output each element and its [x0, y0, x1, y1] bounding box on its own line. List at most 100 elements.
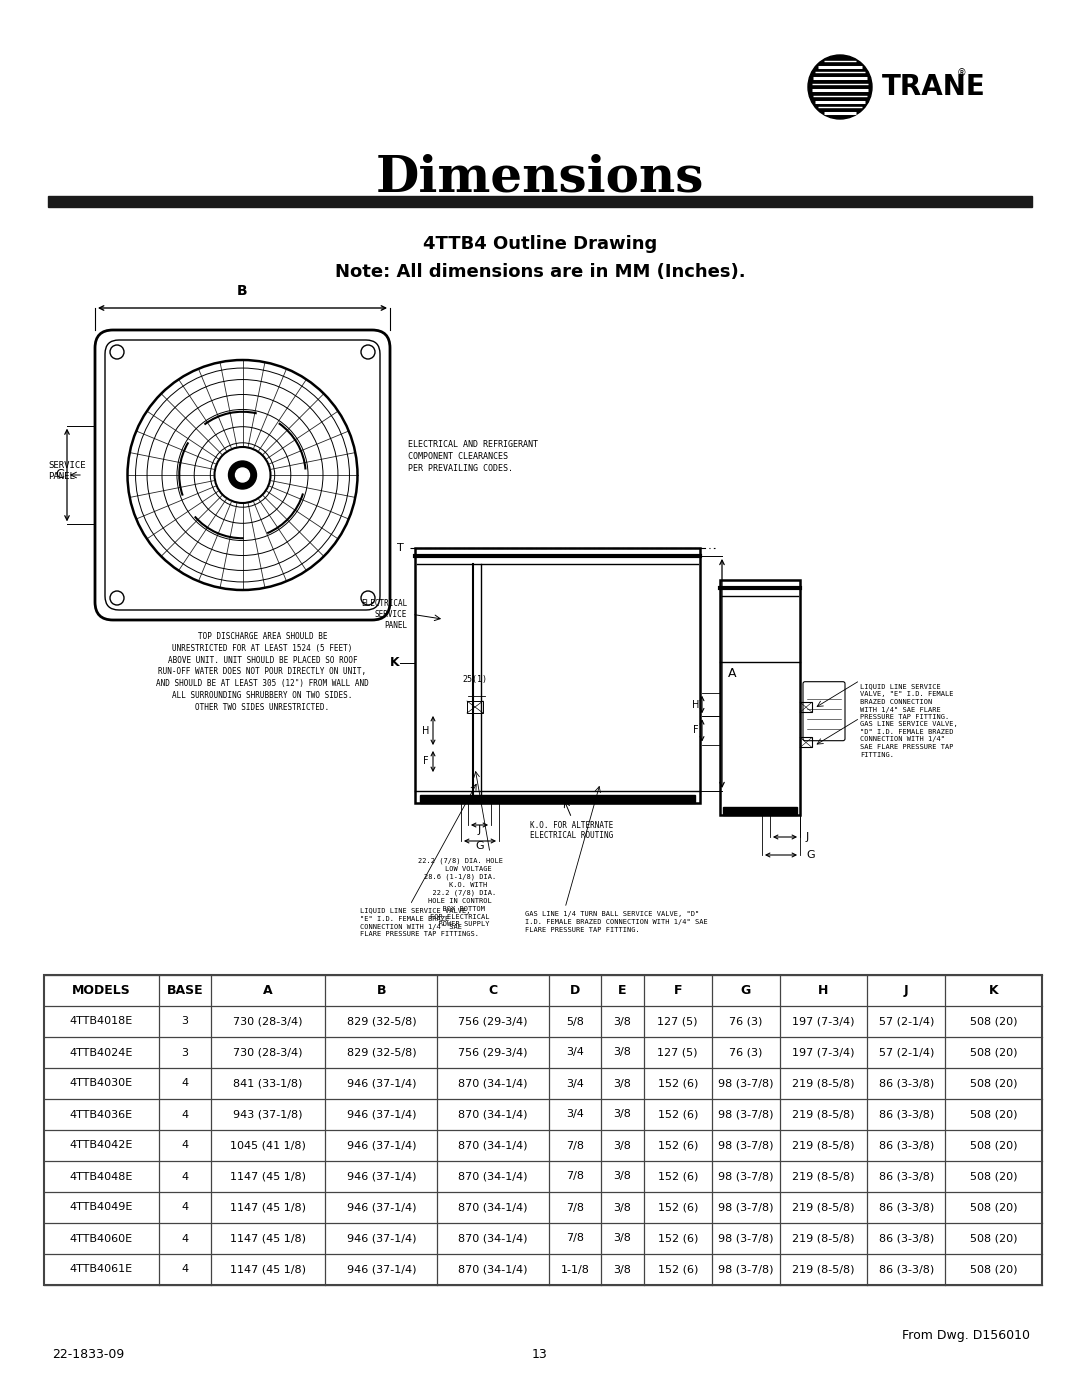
- Text: 3/8: 3/8: [613, 1203, 632, 1213]
- Text: 870 (34-1/4): 870 (34-1/4): [458, 1109, 528, 1119]
- Text: From Dwg. D156010: From Dwg. D156010: [902, 1329, 1030, 1341]
- Text: 1-1/8: 1-1/8: [561, 1264, 590, 1274]
- Text: B: B: [238, 284, 247, 298]
- Text: 152 (6): 152 (6): [658, 1264, 698, 1274]
- Text: 219 (8-5/8): 219 (8-5/8): [793, 1109, 854, 1119]
- Text: 219 (8-5/8): 219 (8-5/8): [793, 1234, 854, 1243]
- Text: ELECTRICAL AND REFRIGERANT
COMPONENT CLEARANCES
PER PREVAILING CODES.: ELECTRICAL AND REFRIGERANT COMPONENT CLE…: [408, 440, 538, 472]
- Text: 508 (20): 508 (20): [970, 1109, 1017, 1119]
- Text: D: D: [570, 983, 580, 997]
- Text: 76 (3): 76 (3): [729, 1017, 762, 1027]
- Text: 98 (3-7/8): 98 (3-7/8): [718, 1203, 773, 1213]
- Text: 152 (6): 152 (6): [658, 1109, 698, 1119]
- Text: 4TTB4 Outline Drawing: 4TTB4 Outline Drawing: [423, 235, 657, 253]
- Text: 3/8: 3/8: [613, 1140, 632, 1151]
- Text: J: J: [904, 983, 908, 997]
- Text: 870 (34-1/4): 870 (34-1/4): [458, 1140, 528, 1151]
- Text: 508 (20): 508 (20): [970, 1078, 1017, 1088]
- Text: 127 (5): 127 (5): [658, 1048, 698, 1058]
- Text: 86 (3-3/8): 86 (3-3/8): [879, 1172, 934, 1182]
- Text: 946 (37-1/4): 946 (37-1/4): [347, 1234, 416, 1243]
- Text: 86 (3-3/8): 86 (3-3/8): [879, 1140, 934, 1151]
- Text: 86 (3-3/8): 86 (3-3/8): [879, 1109, 934, 1119]
- Text: 7/8: 7/8: [566, 1203, 584, 1213]
- Text: 98 (3-7/8): 98 (3-7/8): [718, 1172, 773, 1182]
- Text: 1045 (41 1/8): 1045 (41 1/8): [230, 1140, 306, 1151]
- Text: E: E: [618, 983, 626, 997]
- Text: 197 (7-3/4): 197 (7-3/4): [793, 1017, 854, 1027]
- Circle shape: [229, 461, 257, 489]
- Text: 946 (37-1/4): 946 (37-1/4): [347, 1140, 416, 1151]
- Text: 3: 3: [181, 1017, 188, 1027]
- Text: 197 (7-3/4): 197 (7-3/4): [793, 1048, 854, 1058]
- Text: TRANE: TRANE: [882, 73, 986, 101]
- Text: F: F: [674, 983, 681, 997]
- Text: 4TTB4048E: 4TTB4048E: [70, 1172, 133, 1182]
- Bar: [723, 807, 797, 814]
- Text: 86 (3-3/8): 86 (3-3/8): [879, 1078, 934, 1088]
- Text: LIQUID LINE SERVICE VALVE,
"E" I.D. FEMALE BRAZE
CONNECTION WITH 1/4" SAE
FLARE : LIQUID LINE SERVICE VALVE, "E" I.D. FEMA…: [360, 908, 480, 937]
- Text: 508 (20): 508 (20): [970, 1017, 1017, 1027]
- Text: 870 (34-1/4): 870 (34-1/4): [458, 1078, 528, 1088]
- Text: 730 (28-3/4): 730 (28-3/4): [233, 1017, 302, 1027]
- Text: ®: ®: [957, 68, 967, 78]
- Text: 219 (8-5/8): 219 (8-5/8): [793, 1264, 854, 1274]
- Text: 756 (29-3/4): 756 (29-3/4): [458, 1017, 528, 1027]
- Text: 3/8: 3/8: [613, 1048, 632, 1058]
- Text: 870 (34-1/4): 870 (34-1/4): [458, 1203, 528, 1213]
- Text: 3: 3: [181, 1048, 188, 1058]
- Text: J: J: [806, 833, 809, 842]
- Text: 98 (3-7/8): 98 (3-7/8): [718, 1109, 773, 1119]
- Text: 508 (20): 508 (20): [970, 1048, 1017, 1058]
- Text: 4TTB4030E: 4TTB4030E: [70, 1078, 133, 1088]
- Text: C: C: [488, 983, 498, 997]
- Circle shape: [215, 447, 270, 503]
- Circle shape: [235, 468, 249, 482]
- Text: 3/4: 3/4: [566, 1109, 584, 1119]
- Text: 219 (8-5/8): 219 (8-5/8): [793, 1203, 854, 1213]
- Text: 946 (37-1/4): 946 (37-1/4): [347, 1078, 416, 1088]
- Text: Dimensions: Dimensions: [376, 154, 704, 203]
- Text: C: C: [55, 468, 64, 482]
- Text: 4: 4: [181, 1172, 188, 1182]
- Bar: [720, 580, 800, 814]
- Bar: [415, 548, 700, 803]
- Text: 3/8: 3/8: [613, 1017, 632, 1027]
- Text: SERVICE
PANEL: SERVICE PANEL: [48, 461, 85, 481]
- Text: 4: 4: [181, 1078, 188, 1088]
- Text: 4TTB4036E: 4TTB4036E: [70, 1109, 133, 1119]
- Bar: [420, 795, 696, 803]
- Text: 152 (6): 152 (6): [658, 1203, 698, 1213]
- Text: Note: All dimensions are in MM (Inches).: Note: All dimensions are in MM (Inches).: [335, 263, 745, 281]
- Text: 22-1833-09: 22-1833-09: [52, 1348, 124, 1362]
- Text: K.O. FOR ALTERNATE
ELECTRICAL ROUTING: K.O. FOR ALTERNATE ELECTRICAL ROUTING: [530, 821, 613, 841]
- Text: 7/8: 7/8: [566, 1140, 584, 1151]
- Text: 508 (20): 508 (20): [970, 1264, 1017, 1274]
- Bar: [44, 975, 1042, 1285]
- Text: G: G: [806, 849, 814, 861]
- Text: 508 (20): 508 (20): [970, 1234, 1017, 1243]
- Text: 152 (6): 152 (6): [658, 1172, 698, 1182]
- Text: LIQUID LINE SERVICE
VALVE, "E" I.D. FEMALE
BRAZED CONNECTION
WITH 1/4" SAE FLARE: LIQUID LINE SERVICE VALVE, "E" I.D. FEMA…: [860, 683, 954, 721]
- Text: 946 (37-1/4): 946 (37-1/4): [347, 1109, 416, 1119]
- Text: 946 (37-1/4): 946 (37-1/4): [347, 1172, 416, 1182]
- Text: MODELS: MODELS: [72, 983, 131, 997]
- Text: B: B: [377, 983, 386, 997]
- Text: 1147 (45 1/8): 1147 (45 1/8): [230, 1203, 306, 1213]
- Text: 98 (3-7/8): 98 (3-7/8): [718, 1264, 773, 1274]
- Text: 3/8: 3/8: [613, 1109, 632, 1119]
- Text: H: H: [819, 983, 828, 997]
- Text: GAS LINE 1/4 TURN BALL SERVICE VALVE, "D"
I.D. FEMALE BRAZED CONNECTION WITH 1/4: GAS LINE 1/4 TURN BALL SERVICE VALVE, "D…: [525, 911, 707, 933]
- Text: 7/8: 7/8: [566, 1172, 584, 1182]
- Text: 829 (32-5/8): 829 (32-5/8): [347, 1017, 416, 1027]
- Text: 4TTB4042E: 4TTB4042E: [70, 1140, 133, 1151]
- Text: 86 (3-3/8): 86 (3-3/8): [879, 1264, 934, 1274]
- Bar: [467, 701, 483, 712]
- Text: 219 (8-5/8): 219 (8-5/8): [793, 1078, 854, 1088]
- Text: K: K: [989, 983, 998, 997]
- Text: 219 (8-5/8): 219 (8-5/8): [793, 1172, 854, 1182]
- Text: 4: 4: [181, 1264, 188, 1274]
- Text: F: F: [693, 725, 699, 735]
- Text: F: F: [423, 757, 429, 767]
- Text: 98 (3-7/8): 98 (3-7/8): [718, 1234, 773, 1243]
